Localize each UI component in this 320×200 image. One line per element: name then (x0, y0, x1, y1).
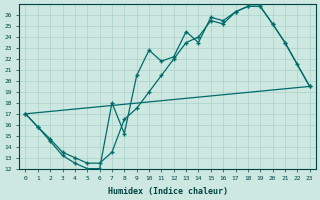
X-axis label: Humidex (Indice chaleur): Humidex (Indice chaleur) (108, 187, 228, 196)
